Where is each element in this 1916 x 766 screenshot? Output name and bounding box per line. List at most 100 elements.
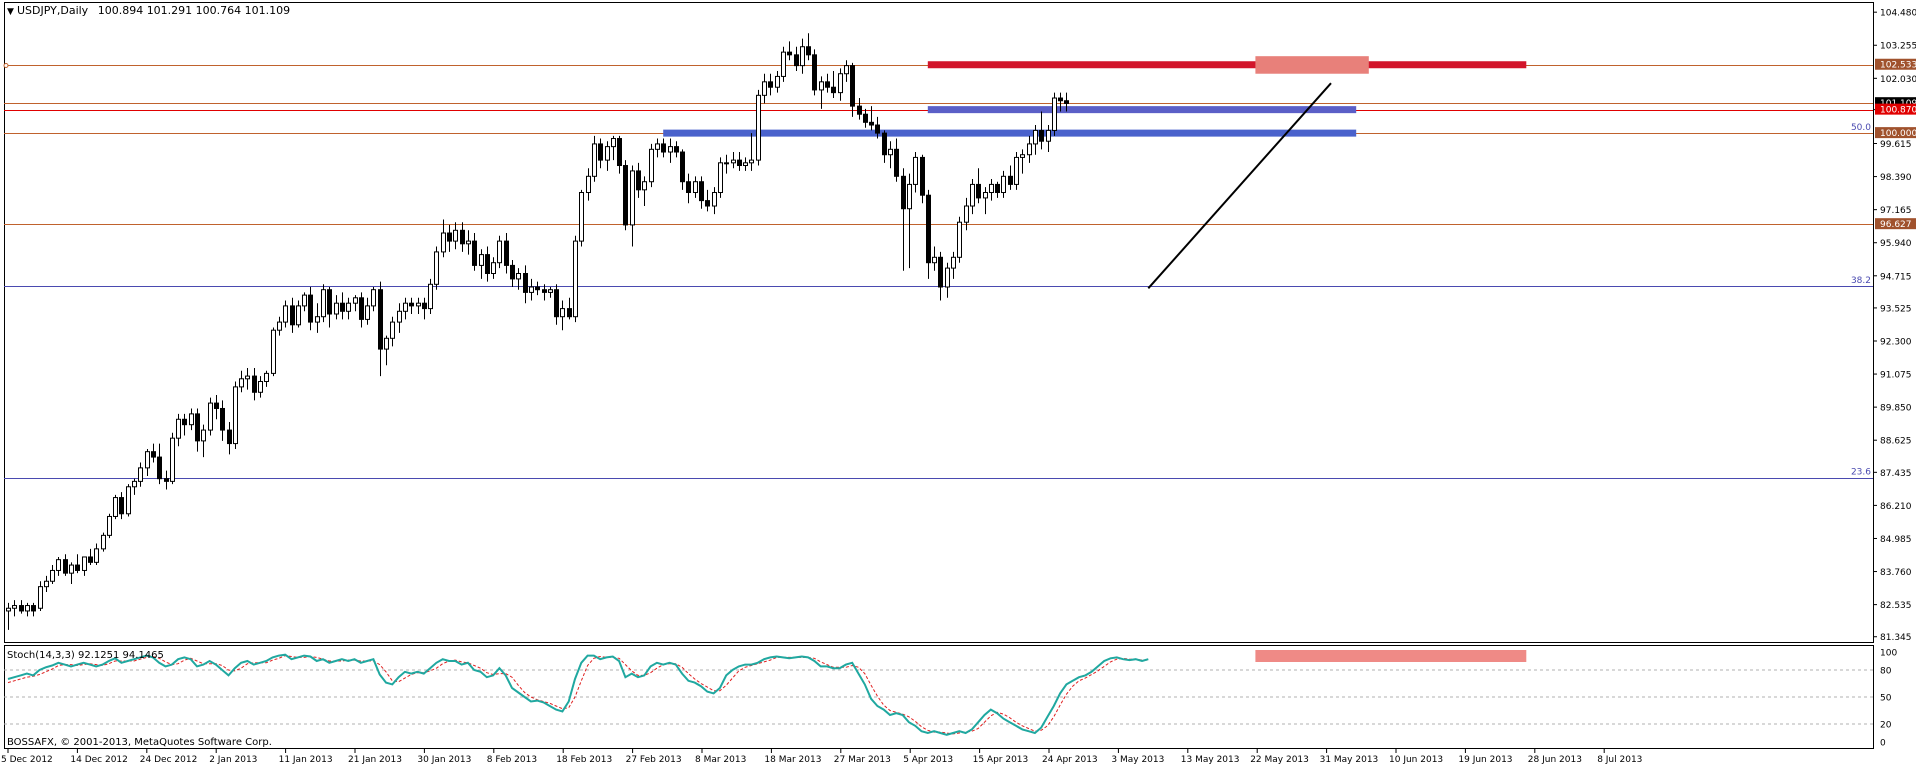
bearish-candle	[674, 146, 679, 153]
trendline[interactable]	[1147, 82, 1332, 290]
bearish-candle	[1064, 100, 1069, 104]
time-tick-label: 31 May 2013	[1320, 755, 1379, 765]
bearish-candle	[554, 289, 559, 318]
bearish-candle	[164, 478, 169, 482]
bullish-candle	[12, 605, 17, 609]
bullish-candle	[649, 148, 654, 183]
bullish-candle	[724, 162, 729, 165]
stochastic-overbought-box[interactable]	[1255, 650, 1527, 662]
bearish-candle	[926, 194, 931, 264]
bearish-candle	[894, 148, 899, 177]
price-axis: 104.480 103.255 102.030 100.870 99.615 98.390…	[1873, 9, 1916, 749]
bullish-candle	[126, 486, 131, 515]
bullish-candle	[113, 497, 118, 517]
symbol-dropdown-icon[interactable]: ▼	[7, 7, 14, 17]
stochastic-main-line	[7, 653, 1149, 736]
price-tick-label: 94.715	[1880, 272, 1912, 282]
bullish-candle	[390, 321, 395, 339]
target-zone-box[interactable]	[1255, 56, 1369, 74]
bullish-candle	[491, 262, 496, 275]
bullish-candle	[756, 94, 761, 161]
bullish-candle	[384, 337, 389, 350]
bullish-candle	[138, 467, 143, 482]
bullish-candle	[38, 586, 43, 609]
zones-layer	[663, 56, 1527, 137]
bearish-candle	[705, 200, 710, 207]
bearish-candle	[182, 418, 187, 426]
bullish-candle	[775, 75, 780, 88]
bearish-candle	[214, 402, 219, 409]
bullish-candle	[353, 297, 358, 304]
bullish-candle	[945, 267, 950, 288]
bearish-candle	[882, 132, 887, 156]
bullish-candle	[913, 156, 918, 185]
bullish-candle	[592, 143, 597, 177]
price-tick-label: 82.535	[1880, 601, 1912, 611]
bullish-candle	[107, 515, 112, 536]
time-tick-label: 30 Jan 2013	[417, 755, 471, 765]
price-tag	[1875, 58, 1916, 70]
bullish-candle	[466, 240, 471, 245]
bullish-candle	[201, 429, 206, 442]
bullish-candle	[964, 205, 969, 223]
price-tag	[1875, 218, 1916, 230]
bullish-candle	[1052, 97, 1057, 131]
fibonacci-level-label: 50.0	[1851, 123, 1871, 133]
price-panel	[4, 2, 1874, 643]
bearish-candle	[1039, 129, 1044, 142]
bullish-candle	[712, 192, 717, 207]
bearish-candle	[661, 143, 666, 153]
price-tag-label: 100.870	[1880, 106, 1916, 116]
bearish-candle	[737, 159, 742, 167]
bearish-candle	[863, 113, 868, 123]
bullish-candle	[416, 302, 421, 307]
bearish-candle	[875, 124, 880, 134]
bullish-candle	[668, 146, 673, 153]
price-tick-label: 102.030	[1880, 75, 1916, 85]
bearish-candle	[857, 105, 862, 115]
bullish-candle	[397, 310, 402, 323]
bearish-candle	[19, 605, 24, 612]
price-tick-label: 81.345	[1880, 633, 1912, 643]
bullish-candle	[731, 159, 736, 164]
support-zone-bar[interactable]	[927, 106, 1357, 114]
line-anchor-marker[interactable]	[3, 63, 9, 68]
copyright-text: BOSSAFX, © 2001-2013, MetaQuotes Softwar…	[7, 737, 272, 748]
bullish-candle	[321, 289, 326, 318]
bullish-candle	[983, 192, 988, 199]
stochastic-level-label: 0	[1880, 739, 1886, 749]
price-tick-label: 87.435	[1880, 469, 1912, 479]
price-tick-label: 92.300	[1880, 337, 1912, 347]
bearish-candle	[472, 240, 477, 266]
bullish-candle	[1033, 129, 1038, 145]
bearish-candle	[447, 232, 452, 242]
time-tick-label: 22 May 2013	[1250, 755, 1309, 765]
bullish-candle	[50, 569, 55, 582]
bearish-candle	[699, 181, 704, 202]
bearish-candle	[31, 605, 36, 612]
bullish-candle	[693, 181, 698, 194]
resistance-zone-bar[interactable]	[927, 61, 1527, 69]
bearish-candle	[485, 254, 490, 275]
time-tick-label: 19 Jun 2013	[1458, 755, 1512, 765]
bearish-candle	[623, 165, 628, 226]
price-tag	[1875, 103, 1916, 115]
bullish-candle	[82, 556, 87, 571]
bullish-candle	[176, 418, 181, 439]
ohlc-values: 100.894 101.291 100.764 101.109	[98, 4, 290, 17]
time-tick-label: 8 Jul 2013	[1597, 755, 1642, 765]
bearish-candle	[327, 289, 332, 315]
bullish-candle	[1014, 156, 1019, 185]
bearish-candle	[768, 81, 773, 88]
svg-text:USDJPY,Daily 100.894 101.2: USDJPY,Daily 100.894 101.291 100.764 101…	[17, 4, 290, 17]
bearish-candle	[598, 143, 603, 161]
support-zone-bar[interactable]	[663, 129, 1357, 137]
bearish-candle	[617, 138, 622, 167]
bearish-candle	[290, 305, 295, 326]
price-tag	[1875, 97, 1916, 109]
time-tick-label: 27 Feb 2013	[626, 755, 682, 765]
bullish-candle	[69, 564, 74, 574]
bullish-candle	[334, 302, 339, 315]
bullish-candle	[101, 534, 106, 550]
